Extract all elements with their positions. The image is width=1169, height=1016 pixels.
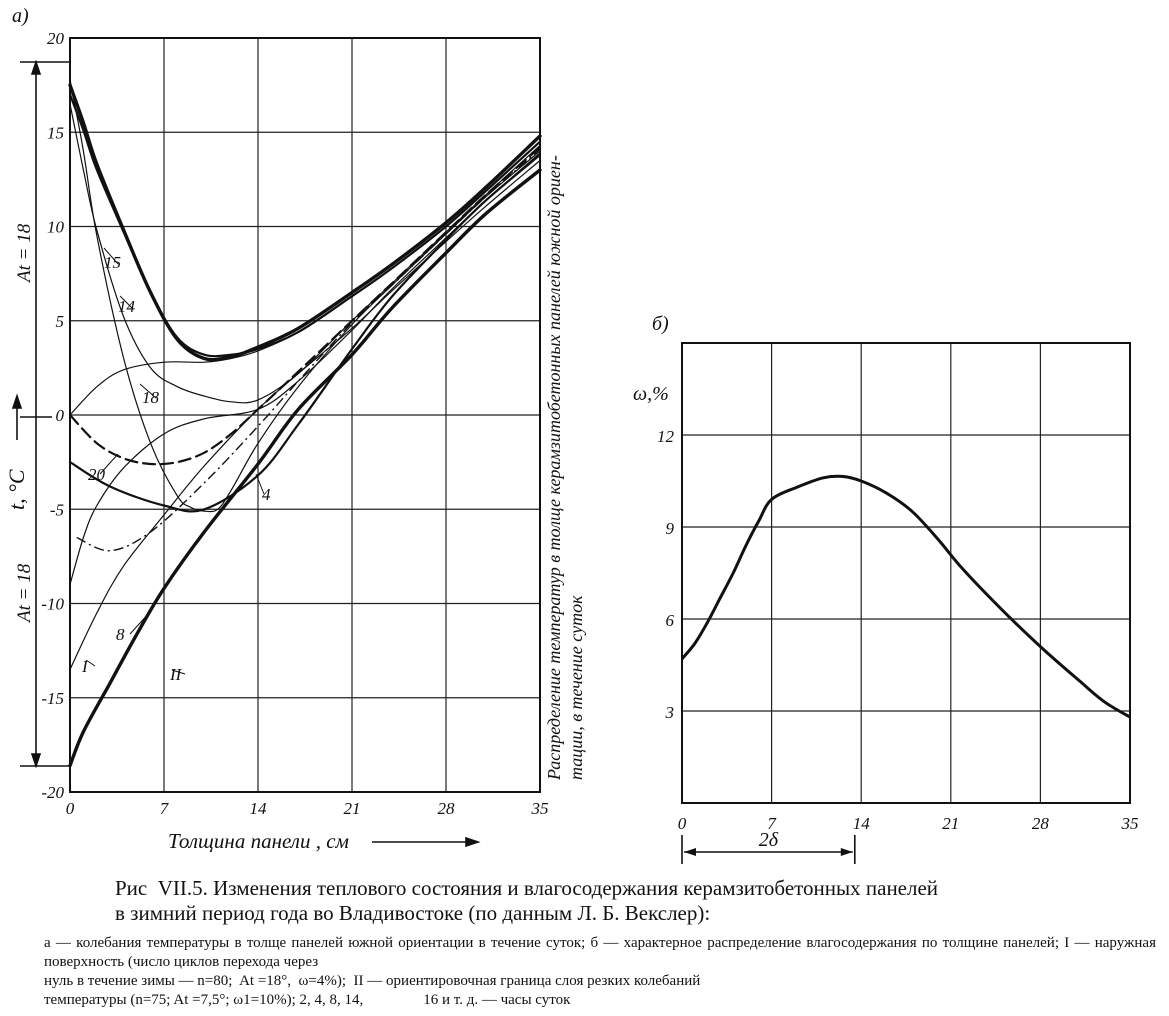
span-arrow-right — [840, 848, 853, 856]
moisture-chart: б) ω,% 0 7 14 21 28 35 12 9 6 3 2δ — [633, 313, 1139, 864]
label-leader — [119, 295, 133, 309]
curve-label: 4 — [262, 485, 271, 504]
temperature-chart-series — [68, 78, 542, 768]
figure: а) 0 7 14 21 28 35 20 15 10 5 0 -5 -10 -15 -20 At = 18… — [4, 5, 1139, 864]
side-label-line2: тации, в течение суток — [566, 595, 586, 780]
x-tick-label: 14 — [853, 814, 871, 833]
caption-body-line2: нуль в течение зимы — n=80; At =18°, ω=4… — [44, 973, 701, 989]
x-tick-label: 28 — [438, 799, 456, 818]
moisture-chart-grid — [681, 343, 1131, 803]
series-line-14 — [69, 103, 541, 404]
span-label: 2δ — [759, 829, 779, 851]
curve-label: 15 — [104, 253, 121, 272]
temperature-chart-ticks: 0 7 14 21 28 35 20 15 10 5 0 -5 -10 -15 -20 — [41, 29, 548, 818]
curve-label: I — [81, 657, 89, 676]
y-tick-label: 3 — [665, 703, 675, 722]
temperature-chart-frame — [69, 37, 541, 793]
series-line-16 — [68, 83, 542, 362]
panel-label-b: б) — [652, 313, 669, 335]
x-tick-label: 7 — [160, 799, 170, 818]
y-tick-label: 9 — [666, 519, 675, 538]
y-axis-arrow-a — [11, 393, 23, 440]
curve-label: 18 — [142, 388, 160, 407]
label-leader — [85, 659, 96, 667]
y-tick-label: 6 — [666, 611, 675, 630]
series-line-15 — [68, 93, 542, 358]
figure-caption-body: а — колебания температуры в толще панеле… — [44, 934, 1156, 1010]
caption-title-line2: в зимний период года во Владивостоке (по… — [115, 901, 711, 925]
x-tick-label: 14 — [250, 799, 268, 818]
x-tick-label: 21 — [942, 814, 959, 833]
label-leader — [129, 611, 151, 635]
panel-label-a: а) — [12, 5, 29, 27]
series-line-8 — [69, 159, 541, 671]
x-tick-label: 35 — [531, 799, 549, 818]
amplitude-arrows — [20, 59, 70, 769]
amplitude-label-lower: At = 18 — [14, 563, 35, 624]
curve-label: II — [169, 665, 183, 684]
moisture-chart-ticks: 0 7 14 21 28 35 12 9 6 3 — [657, 427, 1139, 833]
moisture-chart-series — [680, 474, 1131, 719]
span-arrow-left — [684, 848, 696, 856]
figure-caption-title: Рис VII.5. Изменения теплового состояния… — [115, 876, 1155, 926]
y-tick-label: 5 — [56, 312, 65, 331]
span-marker: 2δ — [681, 829, 856, 864]
y-axis-label-a: t, °C — [4, 469, 29, 510]
x-tick-label: 7 — [767, 814, 777, 833]
curve-label: 8 — [116, 625, 125, 644]
label-leader — [103, 247, 119, 265]
y-tick-label: 12 — [657, 427, 675, 446]
x-axis-arrow-a — [372, 836, 481, 848]
y-tick-label: -10 — [41, 595, 64, 614]
temperature-chart: а) 0 7 14 21 28 35 20 15 10 5 0 -5 -10 -15 -20 At = 18… — [4, 5, 586, 853]
y-tick-label: 10 — [47, 218, 65, 237]
y-tick-label: 20 — [47, 29, 65, 48]
caption-body-line1: а — колебания температуры в толще панеле… — [44, 935, 1160, 970]
x-tick-label: 0 — [66, 799, 75, 818]
x-tick-label: 21 — [344, 799, 361, 818]
series-line-I — [68, 168, 542, 768]
series-line-4 — [68, 153, 542, 513]
curve-label: 14 — [118, 297, 136, 316]
y-tick-label: -5 — [50, 500, 64, 519]
x-tick-label: 0 — [678, 814, 687, 833]
x-tick-label: 35 — [1121, 814, 1139, 833]
series-line-2 — [69, 78, 541, 513]
label-leader — [255, 473, 265, 495]
y-tick-label: 15 — [47, 123, 64, 142]
label-leader — [139, 383, 157, 399]
label-leader — [171, 669, 186, 675]
series-line-6 — [69, 152, 541, 586]
label-leader — [99, 453, 119, 475]
caption-title-line1: Рис VII.5. Изменения теплового состояния… — [115, 876, 939, 900]
series-line-moisture — [680, 474, 1131, 719]
moisture-chart-frame — [681, 342, 1131, 804]
amplitude-label-upper: At = 18 — [14, 223, 35, 284]
series-line-18 — [69, 141, 541, 416]
y-tick-label: -15 — [41, 689, 64, 708]
y-tick-label: -20 — [41, 783, 64, 802]
curve-label: 20 — [88, 465, 106, 484]
y-axis-label-b: ω,% — [633, 383, 669, 405]
x-tick-label: 28 — [1032, 814, 1050, 833]
caption-body-line3: температуры (n=75; At =7,5°; ω1=10%); 2,… — [44, 992, 571, 1008]
side-label-line1: Распределение температур в толще керамзи… — [544, 155, 564, 781]
x-axis-label-a: Толщина панели , см — [168, 829, 349, 853]
y-tick-label: 0 — [56, 406, 65, 425]
